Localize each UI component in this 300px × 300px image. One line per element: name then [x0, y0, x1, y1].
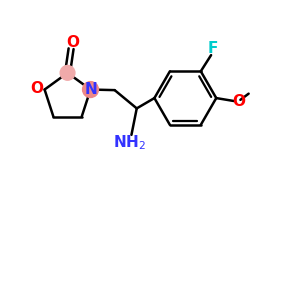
Circle shape	[82, 82, 98, 98]
Text: N: N	[84, 82, 97, 97]
Text: F: F	[207, 41, 218, 56]
Text: O: O	[233, 94, 246, 109]
Text: O: O	[66, 35, 79, 50]
Text: NH$_2$: NH$_2$	[112, 134, 146, 152]
Text: O: O	[30, 82, 43, 97]
Circle shape	[60, 65, 75, 80]
